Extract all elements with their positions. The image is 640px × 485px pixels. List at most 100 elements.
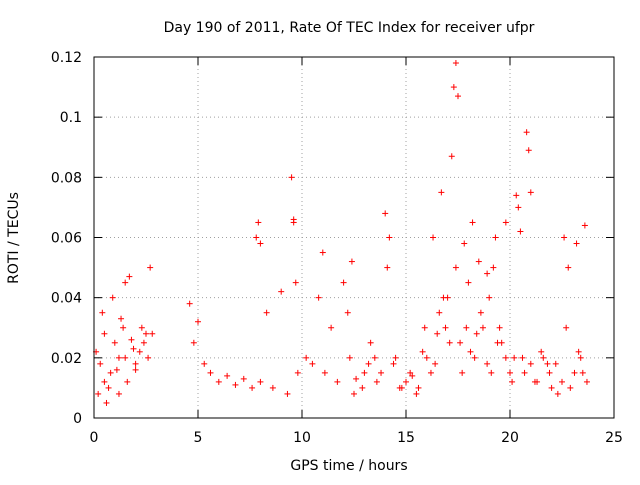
data-point xyxy=(571,369,578,376)
data-point xyxy=(488,369,495,376)
data-point xyxy=(446,339,453,346)
data-point xyxy=(367,339,374,346)
data-point xyxy=(278,288,285,295)
data-point xyxy=(309,360,316,367)
data-point xyxy=(101,378,108,385)
data-point xyxy=(463,324,470,331)
data-point xyxy=(128,336,135,343)
data-point xyxy=(452,60,459,67)
data-point xyxy=(101,330,108,337)
data-point xyxy=(502,354,509,361)
data-point xyxy=(186,300,193,307)
data-point xyxy=(473,330,480,337)
data-point xyxy=(269,384,276,391)
chart-title: Day 190 of 2011, Rate Of TEC Index for r… xyxy=(164,20,535,36)
data-point xyxy=(365,360,372,367)
data-point xyxy=(469,219,476,226)
data-point xyxy=(531,378,538,385)
x-tick-label: 5 xyxy=(194,430,203,446)
data-point xyxy=(292,279,299,286)
data-point xyxy=(415,384,422,391)
data-point xyxy=(577,354,584,361)
data-point xyxy=(490,264,497,271)
data-point xyxy=(99,309,106,316)
data-point xyxy=(232,381,239,388)
data-point xyxy=(494,339,501,346)
data-point xyxy=(546,369,553,376)
data-point xyxy=(147,264,154,271)
data-point xyxy=(430,234,437,241)
data-point xyxy=(290,216,297,223)
data-point xyxy=(118,315,125,322)
data-point xyxy=(423,354,430,361)
data-point xyxy=(477,309,484,316)
data-point xyxy=(373,378,380,385)
data-point xyxy=(448,153,455,160)
data-point xyxy=(190,339,197,346)
y-tick-label: 0.06 xyxy=(51,231,82,247)
axis-ticks: 0 5 10 15 20 25 0 0.02 0.04 0.06 0.08 0.1 0.12 xyxy=(51,50,623,446)
data-point xyxy=(398,384,405,391)
data-point xyxy=(263,309,270,316)
data-point xyxy=(413,390,420,397)
x-tick-label: 0 xyxy=(90,430,99,446)
data-point xyxy=(344,309,351,316)
data-point xyxy=(450,84,457,91)
x-tick-label: 15 xyxy=(397,430,415,446)
data-point xyxy=(479,324,486,331)
data-point xyxy=(421,324,428,331)
data-point xyxy=(95,390,102,397)
data-point xyxy=(561,234,568,241)
data-point xyxy=(284,390,291,397)
data-point xyxy=(467,348,474,355)
x-tick-label: 20 xyxy=(501,430,519,446)
data-point xyxy=(240,375,247,382)
data-point xyxy=(438,189,445,196)
data-point xyxy=(515,204,522,211)
data-point xyxy=(140,339,147,346)
data-point xyxy=(353,375,360,382)
data-point xyxy=(386,234,393,241)
data-point xyxy=(378,369,385,376)
data-point xyxy=(105,384,112,391)
data-point xyxy=(132,366,139,373)
data-point xyxy=(484,360,491,367)
data-point xyxy=(548,384,555,391)
data-point xyxy=(255,219,262,226)
data-point xyxy=(403,378,409,385)
data-point xyxy=(486,294,493,301)
data-point xyxy=(521,369,528,376)
x-axis-label: GPS time / hours xyxy=(290,458,407,474)
x-tick-label: 10 xyxy=(293,430,311,446)
data-point xyxy=(427,369,434,376)
data-point xyxy=(392,354,399,361)
data-point xyxy=(257,378,264,385)
data-point xyxy=(471,354,478,361)
data-point xyxy=(436,309,443,316)
data-point xyxy=(492,234,499,241)
data-point xyxy=(496,324,503,331)
data-point xyxy=(257,240,264,247)
data-point xyxy=(382,210,389,217)
data-point xyxy=(115,354,122,361)
data-point xyxy=(525,147,532,154)
x-tick-label: 25 xyxy=(605,430,623,446)
data-point xyxy=(111,339,118,346)
data-point xyxy=(544,360,551,367)
data-point xyxy=(563,324,570,331)
data-point xyxy=(540,354,547,361)
data-point xyxy=(97,360,104,367)
data-point xyxy=(136,348,143,355)
y-tick-label: 0.1 xyxy=(60,110,82,126)
data-point xyxy=(461,240,468,247)
data-point xyxy=(288,174,295,181)
data-point xyxy=(475,258,482,265)
data-point xyxy=(103,399,110,406)
data-point xyxy=(444,294,451,301)
data-point xyxy=(513,192,520,199)
data-point xyxy=(113,366,120,373)
data-point xyxy=(459,369,466,376)
data-point xyxy=(575,348,582,355)
